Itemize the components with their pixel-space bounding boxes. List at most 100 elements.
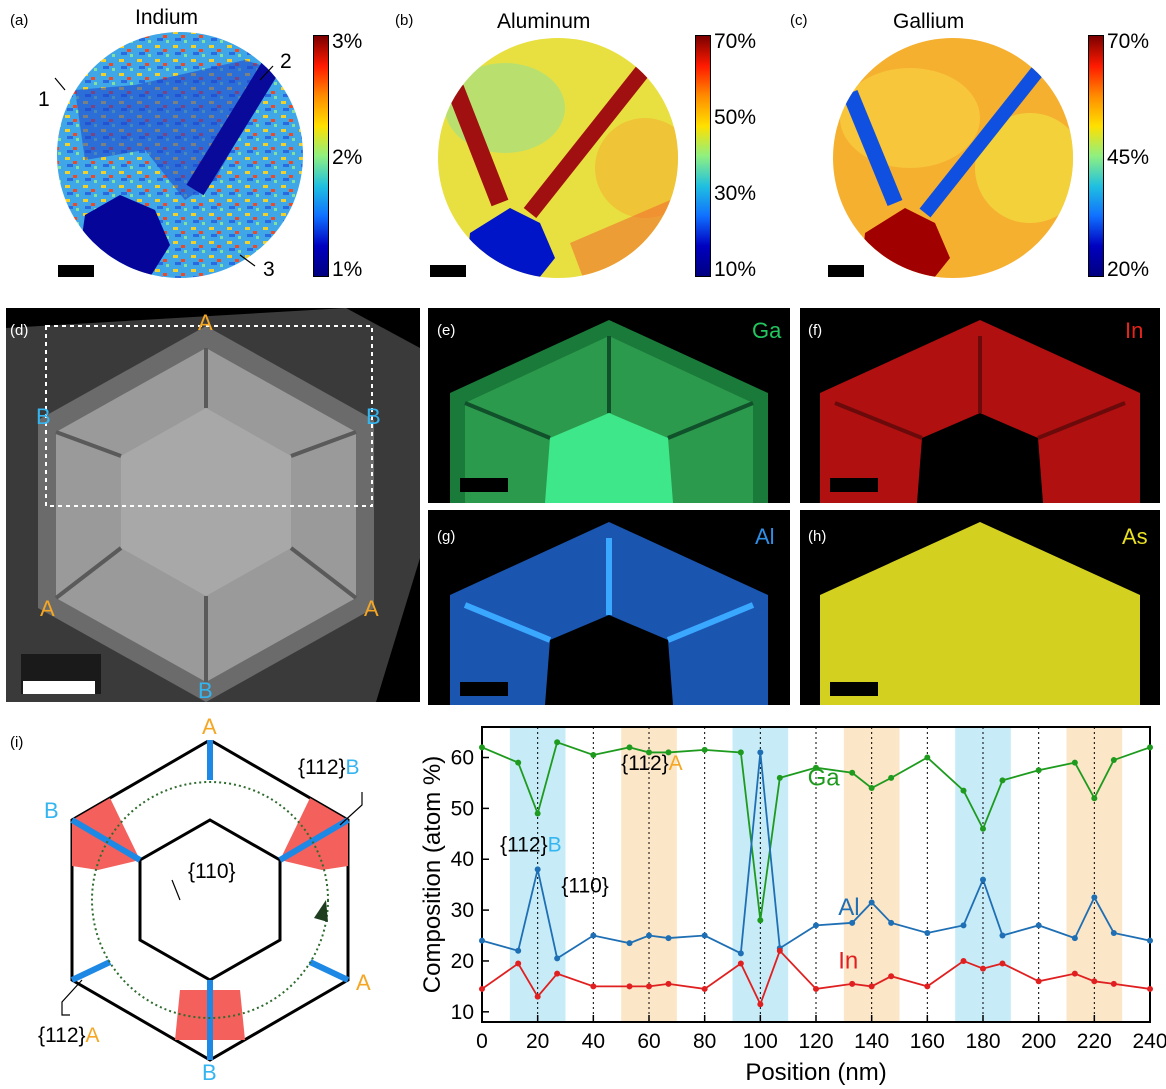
facet-annotation-text: {110}	[561, 874, 609, 897]
colorbar-b-tick-30: 30%	[714, 182, 757, 205]
x-axis-label: Position (nm)	[745, 1059, 886, 1086]
facet-112b-label: {112}B	[298, 756, 360, 779]
stem-corner-b-bottom: B	[198, 678, 213, 703]
composition-chart: 0 20 40 60 80 100 120 140 160 180 200 220 240 10 20 30 4…	[419, 726, 1166, 1086]
data-point-in	[924, 983, 931, 990]
data-point-ga	[665, 749, 672, 756]
data-point-al	[554, 955, 561, 962]
facet-112a-label: {112}A	[38, 1024, 100, 1047]
x-tick-label: 80	[693, 1030, 716, 1053]
data-point-al	[626, 940, 633, 947]
data-point-al	[924, 929, 931, 936]
panel-e-label: (e)	[437, 322, 456, 339]
data-point-al	[665, 935, 672, 942]
data-point-in	[479, 985, 485, 992]
y-tick-label: 30	[451, 899, 474, 922]
facet-annotation-text: {112}	[500, 834, 548, 857]
schematic-corner-a-right: A	[356, 970, 371, 995]
y-axis-label: Composition (atom %)	[419, 756, 446, 993]
schematic-corner-a-top: A	[202, 714, 217, 739]
data-point-ga	[590, 751, 597, 758]
y-tick-label: 10	[451, 1001, 474, 1024]
stem-image	[6, 308, 420, 702]
panel-b-title: Aluminum	[497, 10, 591, 33]
y-tick-label: 50	[451, 797, 474, 820]
colorbar-c-tick-45: 45%	[1107, 146, 1150, 169]
data-point-in	[626, 983, 633, 990]
y-tick-label: 60	[451, 747, 474, 770]
stem-corner-b-right: B	[366, 404, 381, 429]
colorbar-a-tick-top: 3%	[332, 30, 363, 53]
edx-map-in	[800, 308, 1160, 503]
scale-bar-a	[58, 265, 94, 277]
data-point-al	[960, 922, 967, 929]
schematic-corner-b-left: B	[44, 798, 59, 823]
element-al-label: Al	[755, 524, 775, 549]
data-point-ga	[888, 774, 895, 781]
x-tick-label: 0	[476, 1030, 488, 1053]
facet-annotation: {112}B	[500, 834, 562, 857]
data-point-in	[646, 983, 652, 990]
data-point-al	[737, 950, 744, 957]
data-point-al	[1035, 922, 1042, 929]
marker-1: 1	[38, 88, 50, 111]
schematic-corner-b-bottom: B	[202, 1060, 217, 1085]
data-point-al	[701, 932, 708, 939]
colorbar-c	[1088, 35, 1104, 277]
facet-annotation-suffix: A	[669, 752, 683, 775]
data-point-al	[515, 947, 522, 954]
x-tick-label: 60	[637, 1030, 660, 1053]
data-point-al	[1147, 937, 1153, 944]
element-as-label: As	[1122, 524, 1148, 549]
facet-110-label: {110}	[188, 860, 236, 883]
series-label-al: Al	[838, 894, 859, 921]
data-point-in	[776, 947, 783, 954]
data-point-in	[960, 957, 967, 964]
element-in-label: In	[1125, 318, 1144, 343]
x-tick-label: 160	[910, 1030, 945, 1053]
data-point-ga	[479, 744, 485, 751]
panel-f-label: (f)	[808, 322, 823, 339]
data-point-ga	[515, 759, 522, 766]
data-point-ga	[626, 744, 633, 751]
data-point-in	[534, 993, 541, 1000]
data-point-ga	[737, 749, 744, 756]
data-point-in	[1091, 978, 1098, 985]
data-point-ga	[776, 774, 783, 781]
colorbar-b	[695, 35, 711, 277]
data-point-in	[1035, 978, 1042, 985]
y-tick-label: 40	[451, 848, 474, 871]
colorbar-a	[313, 35, 329, 277]
data-point-ga	[1110, 757, 1117, 764]
x-tick-label: 120	[798, 1030, 833, 1053]
data-point-ga	[1091, 795, 1098, 802]
data-point-ga	[980, 825, 986, 832]
element-ga-label: Ga	[752, 318, 782, 343]
data-point-in	[813, 985, 819, 992]
x-tick-label: 140	[854, 1030, 889, 1053]
data-point-in	[849, 980, 856, 987]
data-point-ga	[701, 746, 708, 753]
colorbar-c-tick-70: 70%	[1107, 30, 1150, 53]
panel-c-title: Gallium	[893, 10, 965, 33]
colorbar-c-tick-20: 20%	[1107, 258, 1150, 281]
data-point-ga	[999, 777, 1006, 784]
facet-schematic	[61, 740, 363, 1062]
data-point-ga	[1035, 767, 1042, 774]
scale-bar-b	[430, 265, 466, 277]
data-point-al	[849, 919, 856, 926]
indium-map	[54, 32, 303, 278]
x-tick-label: 200	[1021, 1030, 1056, 1053]
colorbar-a-tick-mid: 2%	[332, 146, 363, 169]
data-point-al	[980, 876, 986, 883]
facet-annotation: {112}A	[621, 752, 683, 775]
edx-map-as	[800, 510, 1160, 705]
data-point-ga	[849, 769, 856, 776]
aluminum-map	[438, 38, 678, 278]
colorbar-b-tick-70: 70%	[714, 30, 757, 53]
data-point-in	[590, 983, 597, 990]
data-point-in	[554, 970, 561, 977]
series-label-in: In	[838, 948, 858, 975]
stem-corner-a-left: A	[40, 596, 55, 621]
y-tick-label: 20	[451, 950, 474, 973]
